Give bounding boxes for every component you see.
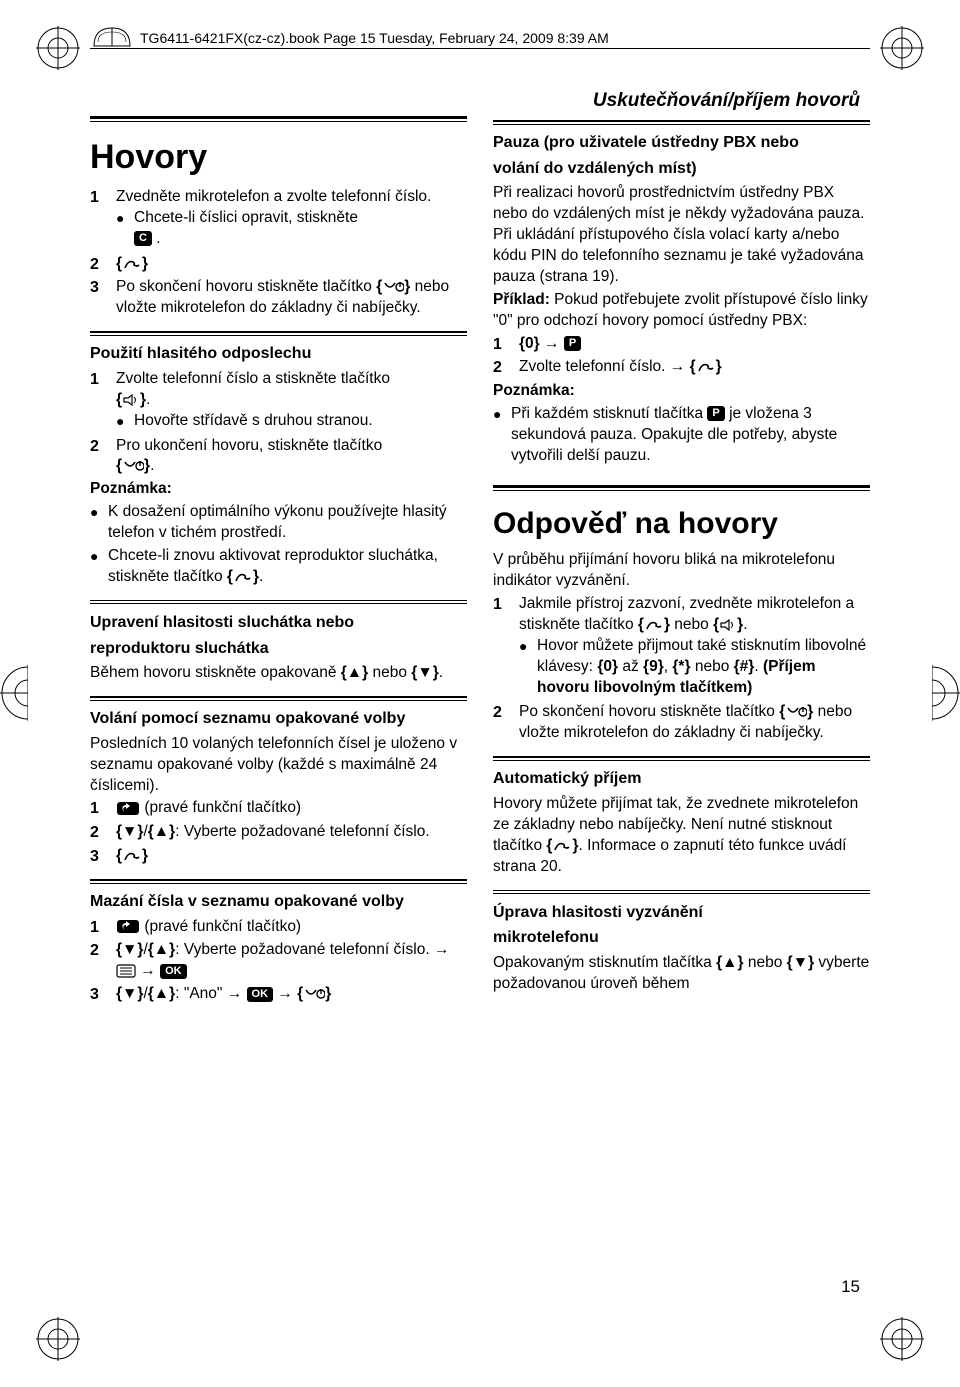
p-key-icon: P	[564, 336, 581, 351]
off-icon	[122, 459, 144, 473]
sub-rule-icon	[90, 331, 467, 335]
registration-mark-icon	[880, 1317, 924, 1361]
body-text: nebo	[674, 616, 708, 633]
call-icon	[122, 257, 142, 271]
sub-rule-icon	[493, 120, 870, 124]
sub-rule-icon	[90, 600, 467, 604]
body-text: Během hovoru stiskněte opakovaně	[90, 664, 336, 681]
step-text: Po skončení hovoru stiskněte tlačítko	[116, 278, 372, 295]
registration-mark-icon	[0, 665, 56, 721]
note-label: Poznámka:	[493, 381, 870, 402]
heading-odpoved: Odpověď na hovory	[493, 504, 870, 545]
note-text: K dosažení optimálního výkonu používejte…	[108, 502, 467, 544]
body-text: nebo	[695, 658, 729, 675]
body-text: až	[622, 658, 638, 675]
step-bullet: Chcete-li číslici opravit, stiskněte	[134, 209, 358, 226]
ok-key-icon: OK	[160, 964, 187, 979]
sub-heading: Použití hlasitého odposlechu	[90, 343, 467, 365]
down-icon: ▼	[793, 954, 808, 971]
left-column: Hovory 1 Zvedněte mikrotelefon a zvolte …	[90, 116, 467, 1008]
body-text: Po skončení hovoru stiskněte tlačítko	[519, 703, 775, 720]
down-icon: ▼	[122, 941, 137, 958]
body-text: V průběhu přijímání hovoru bliká na mikr…	[493, 550, 870, 592]
registration-mark-icon	[880, 26, 924, 70]
sub-heading: Úprava hlasitosti vyzvánění	[493, 902, 870, 924]
p-key-icon: P	[707, 406, 724, 421]
key-zero: 0	[525, 335, 534, 352]
heading-hovory: Hovory	[90, 135, 467, 181]
off-icon	[382, 280, 404, 294]
key-nine: 9	[649, 658, 658, 675]
key-zero: 0	[603, 658, 612, 675]
up-icon: ▲	[154, 985, 169, 1002]
c-key-icon: C	[134, 231, 152, 246]
body-text: Pokud potřebujete zvolit přístupové čísl…	[493, 291, 868, 329]
sub-heading: reproduktoru sluchátka	[90, 638, 467, 660]
sub-rule-icon	[90, 696, 467, 700]
body-text: nebo	[373, 664, 407, 681]
sub-rule-icon	[493, 756, 870, 760]
book-icon	[92, 22, 132, 50]
off-icon	[303, 987, 325, 1001]
sub-heading: volání do vzdálených míst)	[493, 158, 870, 180]
title-rule-icon	[90, 116, 467, 125]
body-text: nebo	[748, 954, 782, 971]
sub-heading: Automatický příjem	[493, 768, 870, 790]
step-text: Zvedněte mikrotelefon a zvolte telefonní…	[116, 188, 431, 205]
note-text: Chcete-li znovu aktivovat reproduktor sl…	[108, 547, 438, 585]
body-text: Při realizaci hovorů prostřednictvím úst…	[493, 183, 870, 288]
title-rule-icon	[493, 485, 870, 494]
body-text: "Ano"	[184, 985, 223, 1002]
note-label: Poznámka:	[90, 479, 467, 500]
redial-icon	[116, 801, 140, 816]
ok-key-icon: OK	[247, 987, 274, 1002]
registration-mark-icon	[36, 1317, 80, 1361]
header-rule	[90, 48, 870, 50]
call-icon	[233, 570, 253, 584]
down-icon: ▼	[122, 985, 137, 1002]
speaker-icon	[719, 619, 737, 631]
body-text: Zvolte telefonní číslo.	[519, 358, 665, 375]
bullet-text: Hovořte střídavě s druhou stranou.	[134, 411, 467, 432]
step-text: Zvolte telefonní číslo a stiskněte tlačí…	[116, 370, 390, 387]
up-icon: ▲	[154, 823, 169, 840]
right-column: Pauza (pro uživatele ústředny PBX nebo v…	[493, 116, 870, 1008]
registration-mark-icon	[36, 26, 80, 70]
call-icon	[122, 849, 142, 863]
up-icon: ▲	[154, 941, 169, 958]
page-number: 15	[841, 1277, 860, 1297]
up-icon: ▲	[722, 954, 737, 971]
section-title: Uskutečňování/příjem hovorů	[90, 90, 870, 112]
redial-icon	[116, 919, 140, 934]
call-icon	[644, 618, 664, 632]
page-content: Uskutečňování/příjem hovorů Hovory 1 Zve…	[90, 90, 870, 1297]
body-text: Posledních 10 volaných telefonních čísel…	[90, 734, 467, 797]
sub-rule-icon	[90, 879, 467, 883]
key-hash: #	[740, 658, 749, 675]
menu-icon	[116, 964, 136, 978]
step-text: Pro ukončení hovoru, stiskněte tlačítko	[116, 437, 382, 454]
sub-heading: mikrotelefonu	[493, 927, 870, 949]
sub-heading: Pauza (pro uživatele ústředny PBX nebo	[493, 132, 870, 154]
down-icon: ▼	[417, 664, 432, 681]
speaker-icon	[122, 394, 140, 406]
sub-rule-icon	[493, 890, 870, 894]
down-icon: ▼	[122, 823, 137, 840]
registration-mark-icon	[904, 665, 960, 721]
sub-heading: Mazání čísla v seznamu opakované volby	[90, 891, 467, 913]
body-text: Opakovaným stisknutím tlačítka	[493, 954, 712, 971]
note-text: Při každém stisknutí tlačítka	[511, 405, 703, 422]
sub-heading: Upravení hlasitosti sluchátka nebo	[90, 612, 467, 634]
up-icon: ▲	[347, 664, 362, 681]
body-text: (pravé funkční tlačítko)	[144, 799, 301, 816]
body-text: (pravé funkční tlačítko)	[144, 918, 301, 935]
example-label: Příklad:	[493, 291, 550, 308]
body-text: Vyberte požadované telefonní číslo.	[184, 941, 430, 958]
call-icon	[552, 839, 572, 853]
call-icon	[696, 360, 716, 374]
off-icon	[785, 705, 807, 719]
sub-heading: Volání pomocí seznamu opakované volby	[90, 708, 467, 730]
body-text: Vyberte požadované telefonní číslo.	[184, 823, 430, 840]
header-file-info: TG6411-6421FX(cz-cz).book Page 15 Tuesda…	[140, 30, 609, 46]
